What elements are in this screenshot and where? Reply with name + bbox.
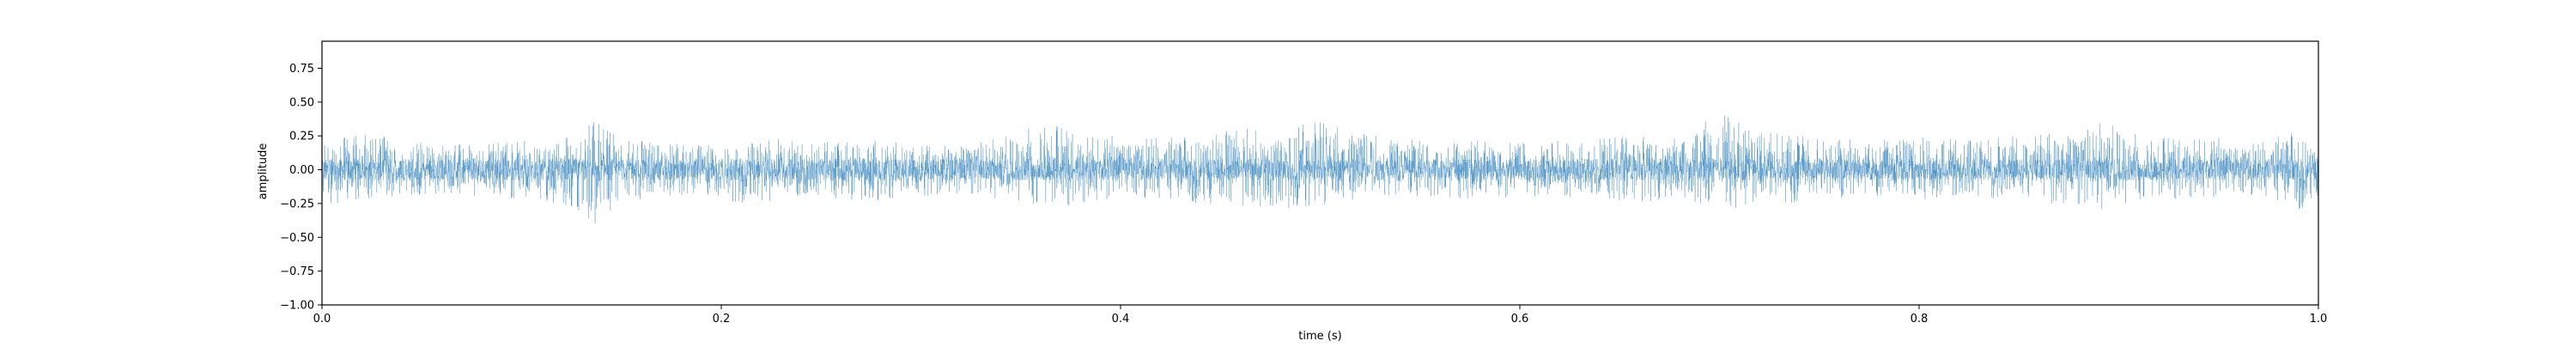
- x-tick-label: 0.0: [313, 313, 331, 326]
- plot-frame: [321, 40, 2319, 306]
- x-tick-label: 0.2: [713, 313, 731, 326]
- y-tick-label: 0.00: [289, 164, 314, 177]
- x-axis-ticks: 0.0 0.2 0.4 0.6 0.8 1.0: [313, 305, 2328, 326]
- y-tick-label: −0.75: [280, 265, 314, 278]
- x-tick-label: 0.4: [1112, 313, 1130, 326]
- y-tick-label: −0.50: [280, 232, 314, 245]
- x-tick-label: 0.6: [1511, 313, 1529, 326]
- y-tick-label: −1.00: [280, 300, 314, 313]
- x-tick-label: 0.8: [1911, 313, 1929, 326]
- y-axis-ticks: −1.00 −0.75 −0.50 −0.25 0.00 0.25 0.50 0.75: [280, 63, 322, 313]
- y-axis-label: amplitude: [257, 143, 270, 200]
- waveform-series: [321, 116, 2319, 223]
- x-tick-label: 1.0: [2310, 313, 2328, 326]
- y-tick-label: 0.25: [289, 131, 314, 143]
- y-tick-label: −0.25: [280, 198, 314, 210]
- x-axis-label: time (s): [1298, 330, 1341, 343]
- waveform-line: [321, 116, 2319, 223]
- y-tick-label: 0.75: [289, 63, 314, 76]
- y-tick-label: 0.50: [289, 96, 314, 109]
